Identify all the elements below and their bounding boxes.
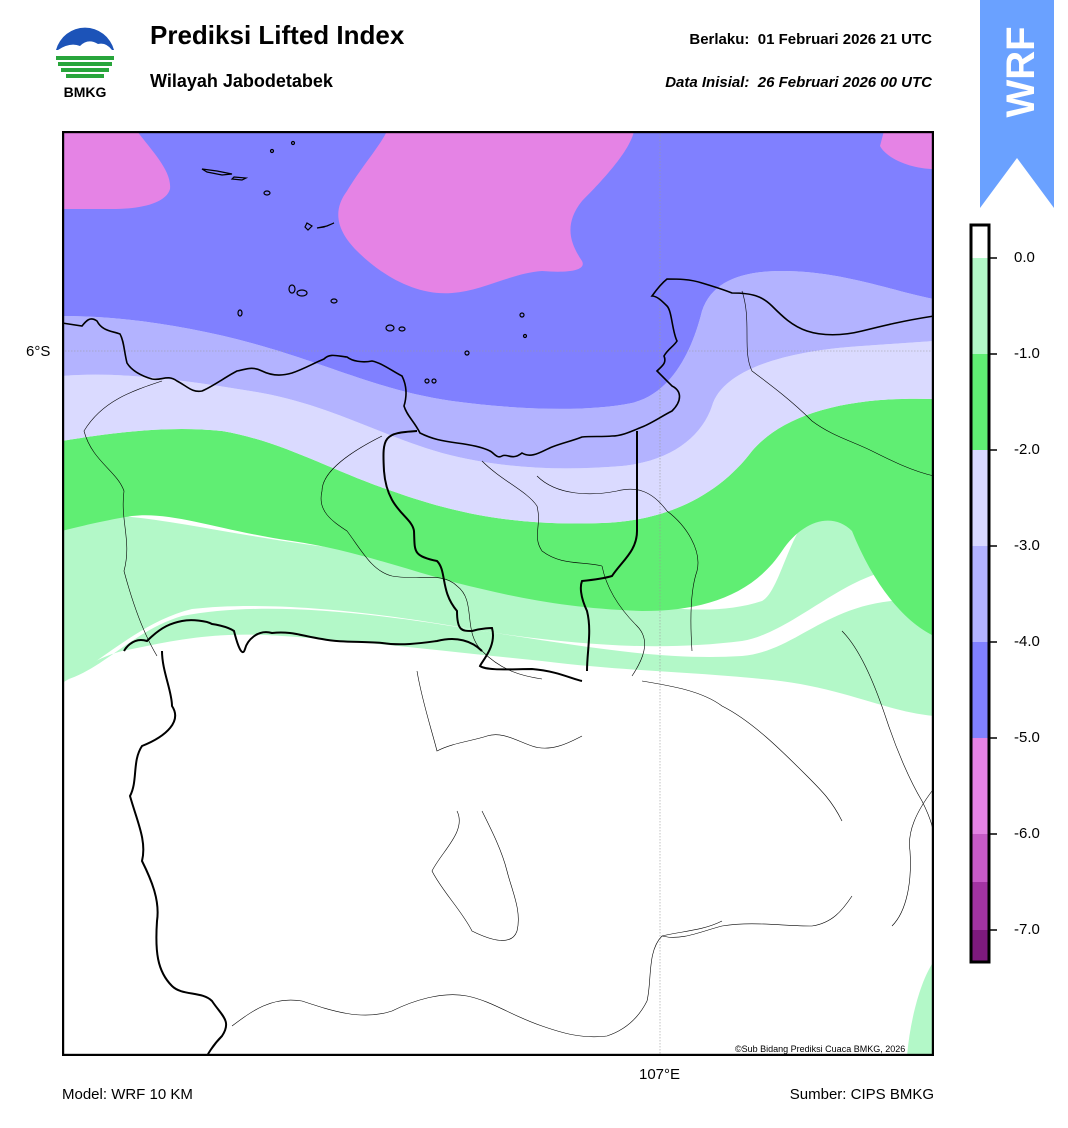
init-value: 26 Februari 2026 00 UTC <box>757 74 932 91</box>
map-frame <box>62 131 934 1056</box>
province-boundaries <box>123 430 638 1056</box>
colorbar-segment <box>971 258 989 354</box>
colorbar-tick-label: -5.0 <box>1014 729 1040 746</box>
band-0-to-neg1-corner <box>907 961 934 1056</box>
latitude-label: 6°S <box>26 343 51 360</box>
init-label: Data Inisial: <box>665 74 750 91</box>
band-neg1-to-neg2 <box>62 398 934 636</box>
bmkg-logo-icon <box>54 23 116 85</box>
copyright-text: ©Sub Bidang Prediksi Cuaca BMKG, 2026 <box>735 1044 906 1054</box>
colorbar-segment <box>971 642 989 738</box>
wrf-badge: WRF <box>980 0 1054 208</box>
regency-boundaries <box>83 290 934 1038</box>
valid-label: Berlaku: <box>689 31 750 48</box>
colorbar-tick-label: -1.0 <box>1014 345 1040 362</box>
colorbar-segment <box>971 450 989 546</box>
colorbar-segment <box>971 930 989 962</box>
colorbar-tick-label: -6.0 <box>1014 825 1040 842</box>
source-info: Sumber: CIPS BMKG <box>789 1086 934 1103</box>
model-info: Model: WRF 10 KM <box>62 1086 193 1103</box>
colorbar-segment <box>971 738 989 834</box>
band-0-to-neg1 <box>62 599 934 716</box>
colorbar-tick-label: -7.0 <box>1014 921 1040 938</box>
colorbar-segment <box>971 546 989 642</box>
colorbar-scale <box>969 223 997 964</box>
colorbar-tick-label: 0.0 <box>1014 249 1035 266</box>
colorbar-tick-label: -3.0 <box>1014 537 1040 554</box>
wrf-badge-shape <box>980 0 1054 208</box>
page-subtitle: Wilayah Jabodetabek <box>150 71 333 91</box>
colorbar: 0.0 -1.0 -2.0 -3.0 -4.0 -5.0 -6.0 -7.0 <box>968 222 1068 970</box>
band-neg3-to-neg4 <box>62 271 934 469</box>
colorbar-tick-label: -2.0 <box>1014 441 1040 458</box>
band-neg5-to-neg6-east <box>880 131 934 169</box>
valid-value: 01 Februari 2026 21 UTC <box>757 31 932 48</box>
coastline <box>62 278 934 458</box>
colorbar-tick-label: -4.0 <box>1014 633 1040 650</box>
thousand-islands <box>201 140 528 384</box>
lifted-index-map <box>62 131 934 1056</box>
wrf-badge-text: WRF <box>999 26 1043 117</box>
colorbar-cap <box>971 225 989 258</box>
longitude-label: 107°E <box>639 1066 681 1083</box>
colorbar-segment <box>971 354 989 450</box>
page-title: Prediksi Lifted Index <box>150 20 405 50</box>
colorbar-frame <box>969 223 991 964</box>
logo-text: BMKG <box>63 84 107 100</box>
init-time: Data Inisial: 26 Februari 2026 00 UTC <box>665 74 932 91</box>
colorbar-segment <box>971 834 989 882</box>
valid-time: Berlaku: 01 Februari 2026 21 UTC <box>689 31 932 48</box>
colorbar-segment <box>971 882 989 930</box>
band-neg5-to-neg6-center <box>338 131 634 294</box>
band-neg2-to-neg3 <box>62 341 934 524</box>
band-neg5-to-neg6-west <box>62 131 171 209</box>
